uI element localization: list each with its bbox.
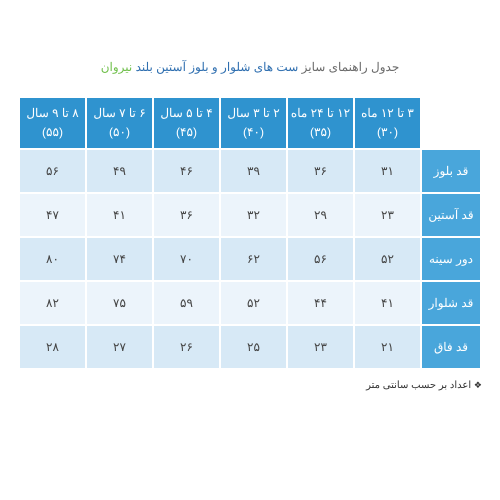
cell: ۴۴: [287, 281, 354, 325]
cell: ۵۲: [220, 281, 287, 325]
title-part2: ست های شلوار و بلوز آستین بلند: [136, 60, 299, 74]
table-row: قد بلوز ۳۱ ۳۶ ۳۹ ۴۶ ۴۹ ۵۶: [19, 149, 481, 193]
cell: ۴۶: [153, 149, 220, 193]
cell: ۲۸: [19, 325, 86, 369]
cell: ۵۶: [19, 149, 86, 193]
table-row: دور سینه ۵۲ ۵۶ ۶۲ ۷۰ ۷۴ ۸۰: [19, 237, 481, 281]
cell: ۷۴: [86, 237, 153, 281]
cell: ۵۹: [153, 281, 220, 325]
cell: ۴۷: [19, 193, 86, 237]
row-header: دور سینه: [421, 237, 481, 281]
title-part3: نیروان: [101, 60, 136, 74]
cell: ۳۹: [220, 149, 287, 193]
header-row: ۳ تا ۱۲ ماه(۳۰) ۱۲ تا ۲۴ ماه(۳۵) ۲ تا ۳ …: [19, 97, 481, 149]
cell: ۲۳: [354, 193, 421, 237]
cell: ۲۵: [220, 325, 287, 369]
cell: ۷۰: [153, 237, 220, 281]
cell: ۶۲: [220, 237, 287, 281]
cell: ۳۱: [354, 149, 421, 193]
col-header: ۲ تا ۳ سال(۴۰): [220, 97, 287, 149]
table-row: قد آستین ۲۳ ۲۹ ۳۲ ۳۶ ۴۱ ۴۷: [19, 193, 481, 237]
cell: ۲۹: [287, 193, 354, 237]
cell: ۲۱: [354, 325, 421, 369]
col-header: ۸ تا ۹ سال(۵۵): [19, 97, 86, 149]
size-chart-table: ۳ تا ۱۲ ماه(۳۰) ۱۲ تا ۲۴ ماه(۳۵) ۲ تا ۳ …: [18, 96, 482, 370]
title-part1: جدول راهنمای سایز: [302, 60, 400, 74]
table-row: قد فاق ۲۱ ۲۳ ۲۵ ۲۶ ۲۷ ۲۸: [19, 325, 481, 369]
cell: ۴۹: [86, 149, 153, 193]
cell: ۴۱: [86, 193, 153, 237]
footnote-bullet-icon: ❖: [474, 380, 482, 390]
col-header: ۶ تا ۷ سال(۵۰): [86, 97, 153, 149]
cell: ۲۳: [287, 325, 354, 369]
table-row: قد شلوار ۴۱ ۴۴ ۵۲ ۵۹ ۷۵ ۸۲: [19, 281, 481, 325]
corner-cell: [421, 97, 481, 149]
cell: ۳۶: [153, 193, 220, 237]
cell: ۳۲: [220, 193, 287, 237]
row-header: قد آستین: [421, 193, 481, 237]
cell: ۵۲: [354, 237, 421, 281]
cell: ۲۶: [153, 325, 220, 369]
cell: ۸۰: [19, 237, 86, 281]
footnote: ❖ اعداد بر حسب سانتی متر: [18, 380, 482, 391]
cell: ۳۶: [287, 149, 354, 193]
cell: ۷۵: [86, 281, 153, 325]
row-header: قد فاق: [421, 325, 481, 369]
row-header: قد بلوز: [421, 149, 481, 193]
col-header: ۳ تا ۱۲ ماه(۳۰): [354, 97, 421, 149]
row-header: قد شلوار: [421, 281, 481, 325]
page-title: جدول راهنمای سایز ست های شلوار و بلوز آس…: [18, 60, 482, 74]
footnote-text: اعداد بر حسب سانتی متر: [366, 380, 474, 391]
cell: ۴۱: [354, 281, 421, 325]
cell: ۸۲: [19, 281, 86, 325]
col-header: ۱۲ تا ۲۴ ماه(۳۵): [287, 97, 354, 149]
cell: ۵۶: [287, 237, 354, 281]
col-header: ۴ تا ۵ سال(۴۵): [153, 97, 220, 149]
cell: ۲۷: [86, 325, 153, 369]
